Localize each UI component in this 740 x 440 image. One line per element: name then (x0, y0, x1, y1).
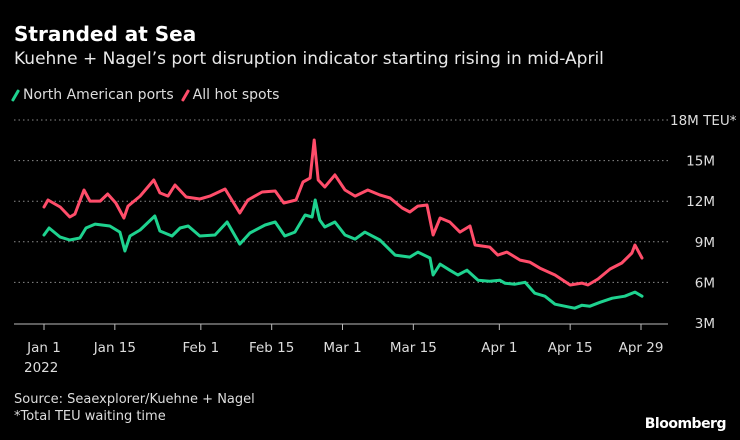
series-line-north-american-ports (42, 198, 644, 310)
x-tick-label: Apr 1 (481, 340, 517, 356)
source-note: Source: Seaexplorer/Kuehne + Nagel (14, 392, 255, 407)
x-tick-label: Mar 1 (323, 340, 361, 356)
footnote: *Total TEU waiting time (14, 409, 166, 424)
x-tick-label: Jan 1 (26, 340, 61, 356)
y-tick-label: 15M (686, 154, 715, 170)
y-tick-label: 9M (695, 235, 715, 251)
y-tick-label: 6M (695, 275, 715, 291)
x-tick-label: Mar 15 (390, 340, 437, 356)
legend-label: All hot spots (192, 87, 280, 103)
x-tick-label: Jan 15 (93, 340, 136, 356)
chart-title: Stranded at Sea (14, 22, 197, 46)
bloomberg-logo: Bloomberg (644, 416, 727, 432)
legend-item-all-hot-spots: All hot spots (180, 87, 280, 103)
y-tick-label: 18M TEU* (670, 113, 737, 129)
chart-subtitle: Kuehne + Nagel’s port disruption indicat… (14, 49, 604, 69)
legend-label: North American ports (23, 87, 174, 103)
x-tick-label: Apr 29 (619, 340, 664, 356)
x-tick-sublabel: 2022 (24, 360, 58, 376)
y-tick-label: 3M (695, 316, 715, 332)
series-line-all-hot-spots (42, 138, 644, 287)
x-tick-label: Feb 1 (182, 340, 219, 356)
legend-item-north-american-ports: North American ports (10, 87, 174, 103)
y-tick-label: 12M (686, 194, 715, 210)
x-tick-label: Feb 15 (249, 340, 294, 356)
legend: North American ports All hot spots (10, 87, 280, 103)
x-tick-label: Apr 15 (548, 340, 593, 356)
